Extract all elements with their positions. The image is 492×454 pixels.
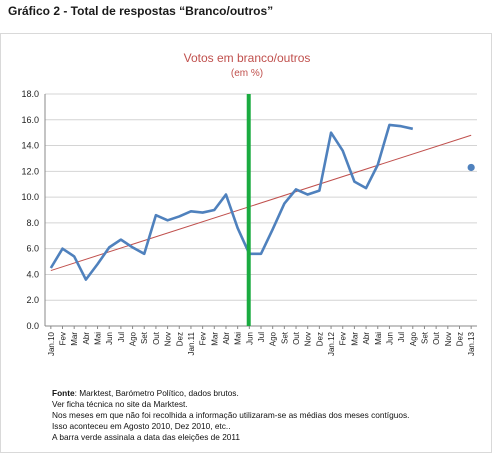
x-tick-label: Mar — [350, 332, 359, 346]
x-tick-label: Jun — [105, 332, 114, 345]
y-tick-label: 12.0 — [21, 166, 39, 176]
x-tick-label: Out — [152, 331, 161, 345]
x-axis: Jan.10 Fev Mar Abr Mai Jun Jul Ago Set Out Nov Dez J… — [47, 326, 476, 356]
x-tick-label: Jun — [385, 332, 394, 345]
x-tick-label: Nov — [304, 332, 313, 346]
y-tick-label: 18.0 — [21, 89, 39, 99]
x-tick-label: Mar — [70, 332, 79, 346]
x-tick-label: Abr — [222, 332, 231, 345]
y-tick-label: 8.0 — [26, 218, 39, 228]
x-tick-label: Ago — [269, 331, 278, 346]
x-tick-label: Ago — [129, 331, 138, 346]
x-tick-label: Jul — [397, 332, 406, 342]
trend-line — [50, 134, 472, 272]
x-tick-label: Abr — [82, 332, 91, 345]
y-tick-label: 4.0 — [26, 269, 39, 279]
x-tick-label: Mai — [374, 332, 383, 345]
x-tick-label: Nov — [164, 332, 173, 346]
x-tick-label: Mai — [234, 332, 243, 345]
x-tick-label: Dez — [455, 332, 464, 346]
series-line — [49, 123, 414, 281]
chart-subtitle: (em %) — [231, 68, 263, 79]
x-tick-label: Out — [292, 331, 301, 345]
x-tick-label: Fev — [339, 332, 348, 345]
x-tick-label: Fev — [199, 332, 208, 345]
plot-area — [49, 94, 475, 326]
x-tick-label: Nov — [444, 332, 453, 346]
y-tick-label: 14.0 — [21, 141, 39, 151]
x-tick-label: Jun — [245, 332, 254, 345]
note-line: Nos meses em que não foi recolhida a inf… — [52, 410, 410, 420]
y-tick-label: 0.0 — [26, 321, 39, 331]
y-tick-label: 6.0 — [26, 244, 39, 254]
x-tick-label: Abr — [362, 332, 371, 345]
x-tick-label: Jul — [257, 332, 266, 342]
x-tick-label: Set — [420, 331, 429, 344]
source-notes: Fonte: Marktest, Barómetro Político, dad… — [52, 388, 409, 443]
x-tick-label: Mai — [94, 332, 103, 345]
x-tick-label: Dez — [175, 332, 184, 346]
y-tick-label: 2.0 — [26, 295, 39, 305]
x-tick-label: Set — [140, 331, 149, 344]
x-tick-label: Jan.12 — [327, 331, 336, 356]
note-line: Isso aconteceu em Agosto 2010, Dez 2010,… — [52, 421, 231, 431]
chart-frame: Votos em branco/outros (em %) 0.0 2.0 4.0 6… — [0, 33, 492, 453]
x-tick-label: Jan.10 — [47, 331, 56, 356]
x-tick-label: Ago — [409, 331, 418, 346]
chart-title: Votos em branco/outros — [184, 51, 311, 65]
source-label: Fonte — [52, 388, 75, 398]
y-tick-label: 16.0 — [21, 115, 39, 125]
x-tick-label: Jan.11 — [187, 331, 196, 355]
x-tick-label: Fev — [59, 332, 68, 345]
x-tick-label: Jan.13 — [467, 331, 476, 356]
x-tick-label: Jul — [117, 332, 126, 342]
x-tick-label: Set — [280, 331, 289, 344]
y-tick-label: 10.0 — [21, 192, 39, 202]
y-axis: 0.0 2.0 4.0 6.0 8.0 10.0 12.0 14.0 16.0 18.0 — [21, 89, 39, 331]
x-tick-label: Mar — [210, 332, 219, 346]
x-tick-label: Dez — [315, 332, 324, 346]
grid-lines — [44, 93, 477, 327]
data-point — [467, 163, 475, 172]
note-line: Ver ficha técnica no site da Marktest. — [52, 399, 188, 409]
line-chart: Votos em branco/outros (em %) 0.0 2.0 4.0 6… — [21, 51, 477, 356]
figure-heading: Gráfico 2 - Total de respostas “Branco/o… — [8, 4, 274, 18]
note-line: A barra verde assinala a data das eleiçõ… — [52, 432, 241, 442]
x-tick-label: Out — [432, 331, 441, 345]
source-text: : Marktest, Barómetro Político, dados br… — [74, 388, 239, 398]
